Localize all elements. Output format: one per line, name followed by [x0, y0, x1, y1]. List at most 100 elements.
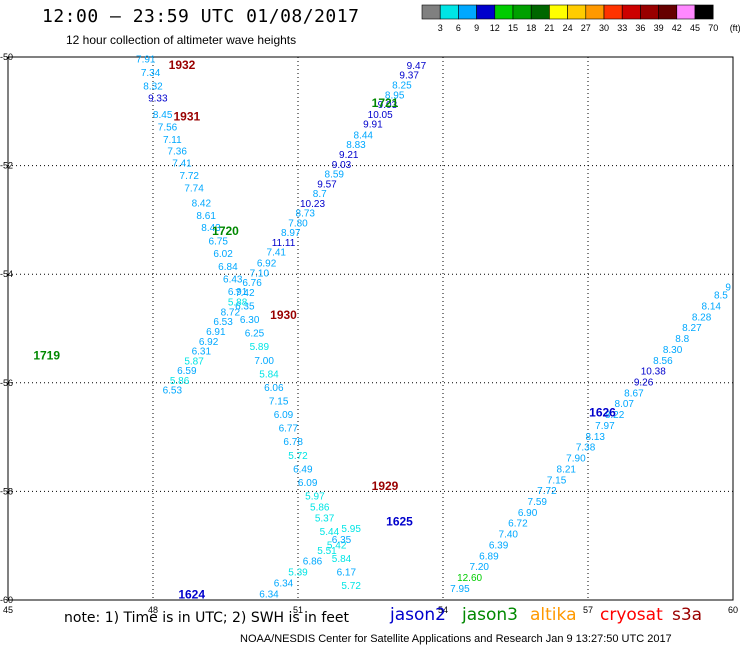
swh-value: 7.38 [576, 443, 596, 454]
swh-value: 10.38 [641, 367, 666, 378]
swh-value: 7.72 [180, 171, 200, 182]
pass-label: 1929 [372, 479, 399, 493]
legend-swatch [567, 4, 587, 20]
swh-value: 6.53 [163, 386, 183, 397]
swh-value: 6.59 [177, 366, 197, 377]
swh-value: 7.41 [172, 159, 192, 170]
legend-label: 36 [635, 23, 645, 33]
swh-value: 7.20 [470, 562, 490, 573]
legend-label: 12 [490, 23, 500, 33]
chart-title: 12:00 – 23:59 UTC 01/08/2017 [42, 6, 360, 27]
swh-value: 6.06 [264, 383, 284, 394]
y-tick-label: -54 [0, 269, 13, 279]
swh-value: 6.34 [274, 578, 294, 589]
swh-value: 8.83 [346, 140, 366, 151]
swh-value: 5.72 [288, 451, 308, 462]
swh-value: 9.33 [148, 94, 168, 105]
swh-value: 5.42 [327, 540, 347, 551]
swh-value: 6.43 [223, 274, 243, 285]
swh-value: 9.26 [634, 378, 654, 389]
legend-swatch [658, 4, 678, 20]
swh-value: 7.80 [288, 218, 308, 229]
legend-swatch [603, 4, 623, 20]
swh-value: 9.03 [378, 100, 398, 111]
x-tick-label: 45 [3, 605, 13, 615]
swh-value: 5.89 [250, 342, 270, 353]
legend-label: 24 [563, 23, 573, 33]
swh-value: 8.7 [313, 189, 327, 200]
legend-label: 33 [617, 23, 627, 33]
swh-value: 5.84 [332, 554, 352, 565]
swh-value: 7.95 [450, 584, 470, 595]
legend-label: 21 [544, 23, 554, 33]
satellite-cryosat: cryosat [600, 605, 663, 625]
x-tick-label: 54 [438, 605, 448, 615]
swh-value: 6.39 [489, 540, 509, 551]
satellite-altika: altika [530, 605, 577, 625]
swh-value: 9.37 [399, 71, 419, 82]
swh-value: 8.43 [201, 223, 221, 234]
swh-value: 5.88 [228, 298, 248, 309]
swh-value: 6.75 [209, 236, 229, 247]
swh-value: 5.51 [317, 546, 337, 557]
swh-value: 8.95 [385, 90, 405, 101]
swh-value: 8.59 [325, 170, 345, 181]
swh-value: 7.72 [537, 486, 557, 497]
swh-value: 11.11 [272, 238, 296, 249]
swh-value: 6.78 [283, 437, 303, 448]
swh-value: 6.02 [213, 249, 233, 260]
legend-label: 6 [456, 23, 461, 33]
swh-value: 9.91 [363, 120, 383, 131]
legend-label: 42 [672, 23, 682, 33]
swh-value: 8.5 [714, 291, 728, 302]
swh-value: 5.95 [341, 524, 361, 535]
swh-value: 8.73 [296, 209, 316, 220]
pass-label: 1625 [386, 514, 413, 528]
swh-value: 6.35 [332, 535, 352, 546]
pass-label: 1721 [372, 96, 399, 110]
axis-ticks: 45 48 51 54 57 60 -50 -52 -54 -56 -58 -60 [0, 52, 738, 615]
swh-value: 8.45 [153, 110, 173, 121]
footer-credit: NOAA/NESDIS Center for Satellite Applica… [240, 633, 672, 645]
swh-value: 8.56 [653, 356, 673, 367]
legend-swatch [621, 4, 641, 20]
swh-value: 5.72 [341, 581, 361, 592]
swh-labels: 7.917.348.329.338.457.567.117.367.417.72… [136, 54, 731, 600]
swh-value: 7.91 [136, 54, 156, 65]
swh-value: 5.97 [305, 492, 325, 503]
swh-value: 8.8 [675, 334, 689, 345]
pass-label: 1719 [33, 349, 60, 363]
swh-value: 8.07 [615, 399, 635, 410]
swh-value: 5.84 [259, 369, 279, 380]
swh-value: 10.05 [368, 110, 393, 121]
swh-value: 6.09 [298, 478, 318, 489]
pass-label: 1931 [173, 110, 200, 124]
pass-label: 1930 [270, 308, 297, 322]
swh-value: 7.56 [158, 122, 178, 133]
legend-label: 18 [526, 23, 536, 33]
swh-value: 9.21 [339, 150, 359, 161]
legend-swatch [549, 4, 568, 20]
swh-value: 6.91 [206, 327, 226, 338]
swh-value: 9 [725, 282, 731, 293]
pass-label: 1720 [212, 224, 239, 238]
legend-swatch [694, 4, 714, 20]
x-tick-label: 48 [148, 605, 158, 615]
legend-label: 30 [599, 23, 609, 33]
grid [8, 57, 733, 600]
swh-value: 6.49 [293, 464, 313, 475]
swh-value: 8.13 [586, 432, 606, 443]
swh-value: 8.25 [392, 80, 412, 91]
swh-value: 10.23 [300, 199, 325, 210]
y-tick-label: -50 [0, 52, 13, 62]
swh-value: 6.92 [257, 259, 277, 270]
swh-value: 9.03 [332, 160, 352, 171]
y-tick-label: -56 [0, 378, 13, 388]
legend-unit: (ft) [730, 23, 740, 33]
swh-value: 5.86 [170, 376, 190, 387]
swh-value: 8.14 [702, 301, 722, 312]
swh-value: 9.57 [317, 179, 337, 190]
legend-swatch [421, 4, 441, 20]
swh-value: 5.37 [315, 513, 335, 524]
swh-value: 7.40 [499, 530, 519, 541]
